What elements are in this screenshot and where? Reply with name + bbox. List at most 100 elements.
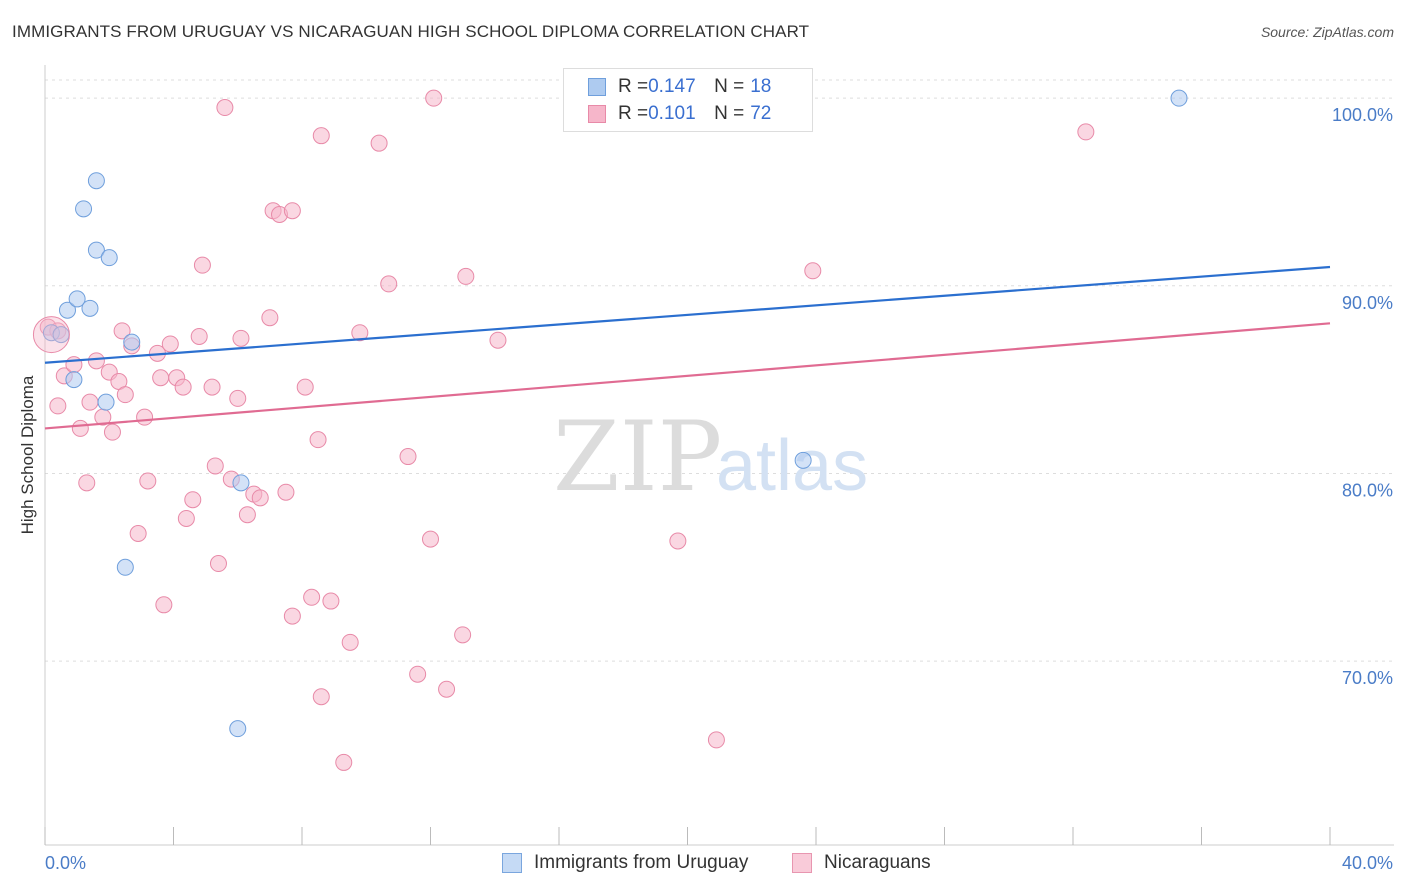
nicaraguan-point bbox=[87, 352, 105, 370]
legend-item-nicaraguans[interactable]: Nicaraguans bbox=[792, 852, 931, 874]
watermark: ZIP atlas bbox=[553, 401, 868, 513]
nicaraguan-point bbox=[177, 509, 195, 527]
chart-title: IMMIGRANTS FROM URUGUAY VS NICARAGUAN HI… bbox=[12, 22, 810, 41]
watermark-zip: ZIP bbox=[553, 401, 722, 513]
nicaraguan-point bbox=[425, 89, 443, 107]
nicaraguan-point bbox=[155, 596, 173, 614]
nicaraguan-point bbox=[422, 530, 439, 548]
legend-r-label: R = bbox=[618, 76, 649, 97]
nicaraguan-point bbox=[216, 99, 234, 117]
legend-r-label: R = bbox=[618, 103, 649, 124]
nicaraguan-point bbox=[1077, 123, 1095, 141]
nicaraguan-point bbox=[296, 378, 314, 396]
uruguay-point bbox=[75, 200, 93, 218]
nicaraguan-point bbox=[380, 275, 398, 293]
nicaraguan-point bbox=[184, 491, 202, 509]
legend-swatch-pink bbox=[792, 853, 812, 873]
nicaraguan-point bbox=[251, 489, 269, 507]
nicaraguan-point bbox=[116, 386, 134, 404]
uruguay-point bbox=[68, 290, 86, 308]
nicaraguan-point bbox=[203, 378, 221, 396]
series-legend: Immigrants from Uruguay Nicaraguans bbox=[0, 852, 1406, 878]
nicaraguan-point bbox=[193, 256, 211, 274]
legend-n-value: 18 bbox=[750, 76, 772, 97]
nicaraguan-point bbox=[303, 588, 321, 606]
nicaraguan-point bbox=[49, 397, 67, 415]
nicaraguan-point bbox=[312, 127, 330, 145]
nicaraguan-point bbox=[707, 731, 725, 749]
nicaraguan-point bbox=[669, 532, 687, 550]
nicaraguan-point bbox=[238, 506, 256, 524]
y-tick-labels: 70.0% 80.0% 90.0% 100.0% bbox=[1332, 105, 1393, 688]
nicaraguan-point bbox=[232, 329, 250, 347]
nicaraguan-point bbox=[283, 202, 301, 220]
nicaraguan-point bbox=[113, 322, 131, 340]
nicaraguan-point bbox=[103, 423, 121, 441]
nicaraguan-trend-line bbox=[44, 322, 1331, 430]
y-tick-label: 70.0% bbox=[1342, 668, 1393, 688]
nicaraguan-point bbox=[277, 483, 295, 501]
legend-n-value: 72 bbox=[750, 103, 772, 124]
nicaraguan-point bbox=[229, 389, 247, 407]
legend-swatch-blue bbox=[588, 78, 606, 96]
uruguay-point bbox=[794, 451, 812, 469]
uruguay-point bbox=[116, 558, 134, 576]
uruguay-point bbox=[1170, 89, 1188, 107]
nicaraguan-point bbox=[152, 369, 170, 387]
nicaraguan-point bbox=[136, 408, 154, 426]
x-tick-label: 0.0% bbox=[45, 853, 86, 873]
nicaraguan-point bbox=[804, 262, 822, 280]
uruguay-point bbox=[58, 301, 76, 319]
x-tick-labels: 0.0% 40.0% bbox=[45, 853, 1393, 873]
nicaraguan-cluster-point bbox=[32, 316, 70, 354]
nicaraguan-point bbox=[335, 753, 353, 771]
correlation-legend: R = 0.147 N = 18 R = 0.101 N = 72 bbox=[563, 68, 813, 132]
nicaraguan-point bbox=[174, 378, 192, 396]
uruguay-point bbox=[81, 299, 99, 317]
legend-row-nicaraguans: R = 0.101 N = 72 bbox=[588, 102, 771, 126]
nicaraguan-point bbox=[129, 524, 147, 542]
nicaraguan-point bbox=[206, 457, 224, 475]
nicaraguan-point bbox=[65, 356, 83, 374]
nicaraguan-point bbox=[309, 431, 327, 449]
legend-n-label: N = bbox=[714, 76, 745, 97]
legend-r-value: 0.101 bbox=[648, 103, 696, 124]
nicaraguan-point bbox=[322, 592, 340, 610]
watermark-atlas: atlas bbox=[716, 426, 868, 506]
uruguay-point bbox=[100, 249, 118, 267]
legend-swatch-blue bbox=[502, 853, 522, 873]
nicaraguan-point bbox=[409, 665, 427, 683]
y-tick-label: 90.0% bbox=[1342, 293, 1393, 313]
legend-n-label: N = bbox=[714, 103, 745, 124]
x-tick-label: 40.0% bbox=[1342, 853, 1393, 873]
legend-item-uruguay[interactable]: Immigrants from Uruguay bbox=[502, 852, 748, 874]
axes bbox=[44, 65, 1394, 846]
nicaraguan-point bbox=[209, 555, 227, 573]
trend-lines bbox=[44, 265, 1331, 430]
nicaraguan-point bbox=[438, 680, 456, 698]
uruguay-point bbox=[123, 333, 141, 351]
nicaraguan-point bbox=[312, 688, 330, 706]
nicaraguan-point bbox=[351, 324, 369, 342]
y-tick-label: 80.0% bbox=[1342, 480, 1393, 500]
nicaraguan-point bbox=[341, 633, 359, 651]
grid-lines bbox=[45, 79, 1394, 662]
y-tick-label: 100.0% bbox=[1332, 105, 1393, 125]
legend-r-value: 0.147 bbox=[648, 76, 696, 97]
source-label: Source: ZipAtlas.com bbox=[1260, 24, 1394, 40]
nicaraguan-point bbox=[454, 626, 472, 644]
uruguay-point bbox=[87, 241, 105, 259]
uruguay-point bbox=[232, 474, 250, 492]
nicaraguan-point bbox=[261, 309, 279, 327]
uruguay-point bbox=[87, 172, 105, 190]
nicaraguan-point bbox=[139, 472, 157, 490]
nicaraguan-point bbox=[283, 607, 301, 625]
legend-swatch-pink bbox=[588, 105, 606, 123]
legend-row-uruguay: R = 0.147 N = 18 bbox=[588, 75, 771, 99]
nicaraguan-point bbox=[190, 327, 208, 345]
legend-label-uruguay: Immigrants from Uruguay bbox=[534, 852, 749, 873]
nicaraguan-point bbox=[370, 134, 388, 152]
nicaraguan-point bbox=[81, 393, 99, 411]
nicaraguan-point bbox=[78, 474, 96, 492]
